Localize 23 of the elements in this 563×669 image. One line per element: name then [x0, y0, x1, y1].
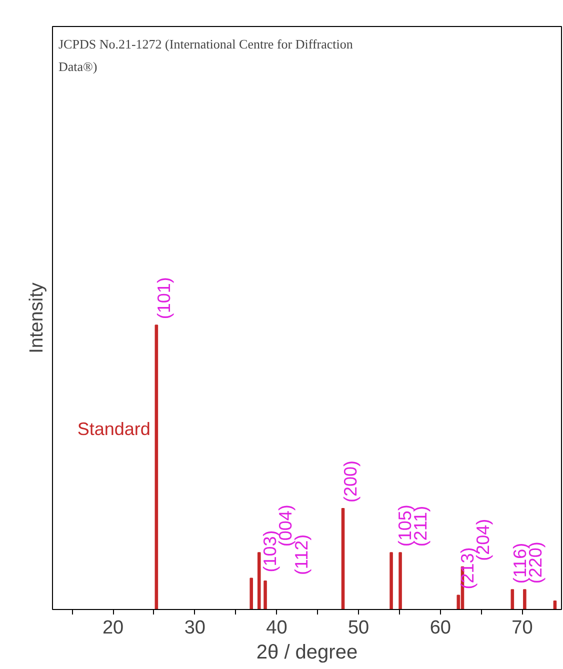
bar [154, 324, 158, 610]
annotation: (200) [340, 460, 360, 503]
bar [257, 552, 261, 610]
x-tick-label: 20 [102, 618, 124, 638]
x-tick-label: 70 [512, 618, 533, 638]
annotation: (101) [154, 277, 174, 320]
bar [523, 589, 526, 610]
bar [250, 578, 253, 610]
bar [510, 589, 514, 610]
bar [341, 508, 345, 610]
x-tick-label: 30 [184, 618, 206, 638]
x-axis-title: 2θ / degree [256, 642, 358, 664]
x-tick-label: 60 [430, 618, 451, 638]
bar [398, 552, 402, 610]
text: JCPDS No.21-1272 (International Centre for Diffraction Data®) [58, 36, 354, 74]
series-label: Standard [77, 418, 150, 439]
y-axis-title: Intensity [26, 282, 48, 354]
x-tick-label: 40 [266, 618, 288, 638]
x-tick-label: 50 [348, 618, 370, 638]
bar [264, 580, 267, 610]
annotation: (103) [260, 530, 280, 572]
annotation: (105) [395, 504, 416, 547]
bar [390, 552, 393, 610]
